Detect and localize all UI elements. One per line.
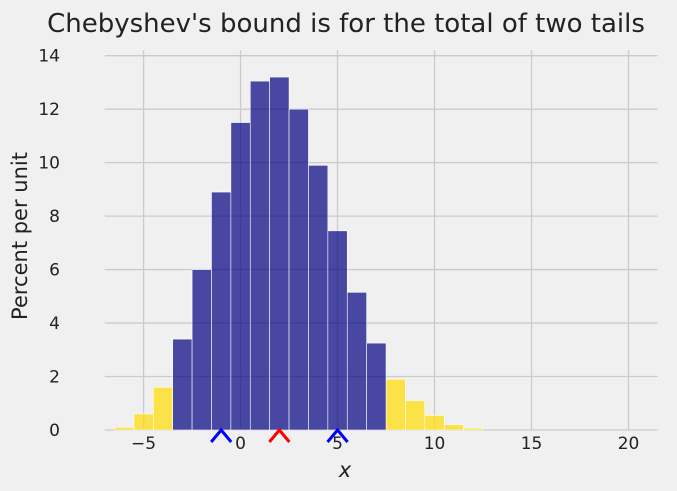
y-tick-label: 10 bbox=[38, 154, 60, 174]
y-tick-label: 2 bbox=[49, 368, 60, 388]
y-tick-label: 14 bbox=[38, 47, 60, 67]
histogram-bar bbox=[152, 386, 173, 431]
histogram-bar bbox=[211, 191, 232, 431]
histogram-bar bbox=[346, 292, 367, 431]
x-tick-label: 15 bbox=[521, 434, 543, 454]
chart-title: Chebyshev's bound is for the total of tw… bbox=[47, 9, 645, 39]
histogram-bar bbox=[385, 378, 406, 431]
marker-caret bbox=[210, 427, 233, 443]
histogram-bar bbox=[269, 76, 290, 431]
x-tick-label: 10 bbox=[424, 434, 446, 454]
y-tick-label: 0 bbox=[49, 421, 60, 441]
marker-caret bbox=[326, 427, 349, 443]
histogram-bar bbox=[230, 122, 251, 431]
y-tick-label: 8 bbox=[49, 207, 60, 227]
x-tick-label: 5 bbox=[332, 434, 343, 454]
y-tick-label: 4 bbox=[49, 314, 60, 334]
x-axis-label: x bbox=[338, 458, 352, 482]
marker-caret bbox=[268, 427, 291, 443]
histogram-bar bbox=[327, 230, 348, 431]
histogram-bar bbox=[308, 165, 329, 431]
y-axis-label: Percent per unit bbox=[8, 152, 32, 320]
x-tick-label: 0 bbox=[235, 434, 246, 454]
y-tick-label: 12 bbox=[38, 100, 60, 120]
x-tick-label: 20 bbox=[618, 434, 640, 454]
histogram-bar bbox=[249, 80, 270, 431]
histogram-bar bbox=[463, 427, 484, 431]
tick-labels: 0 2 4 6 8 10 12 14 −5 0 5 10 15 20 bbox=[38, 47, 639, 454]
histogram-bar bbox=[366, 342, 387, 431]
x-tick-label: −5 bbox=[131, 434, 156, 454]
histogram-bar bbox=[405, 400, 426, 431]
histogram-bar bbox=[114, 427, 135, 431]
histogram-bars bbox=[114, 76, 484, 431]
histogram-bar bbox=[191, 269, 212, 431]
histogram-bar bbox=[133, 413, 154, 431]
histogram-bar bbox=[443, 424, 464, 431]
histogram-bar bbox=[424, 414, 445, 431]
y-tick-label: 6 bbox=[49, 261, 60, 281]
marker-carets bbox=[210, 427, 349, 443]
histogram-bar bbox=[172, 338, 193, 431]
histogram-bar bbox=[288, 108, 309, 431]
